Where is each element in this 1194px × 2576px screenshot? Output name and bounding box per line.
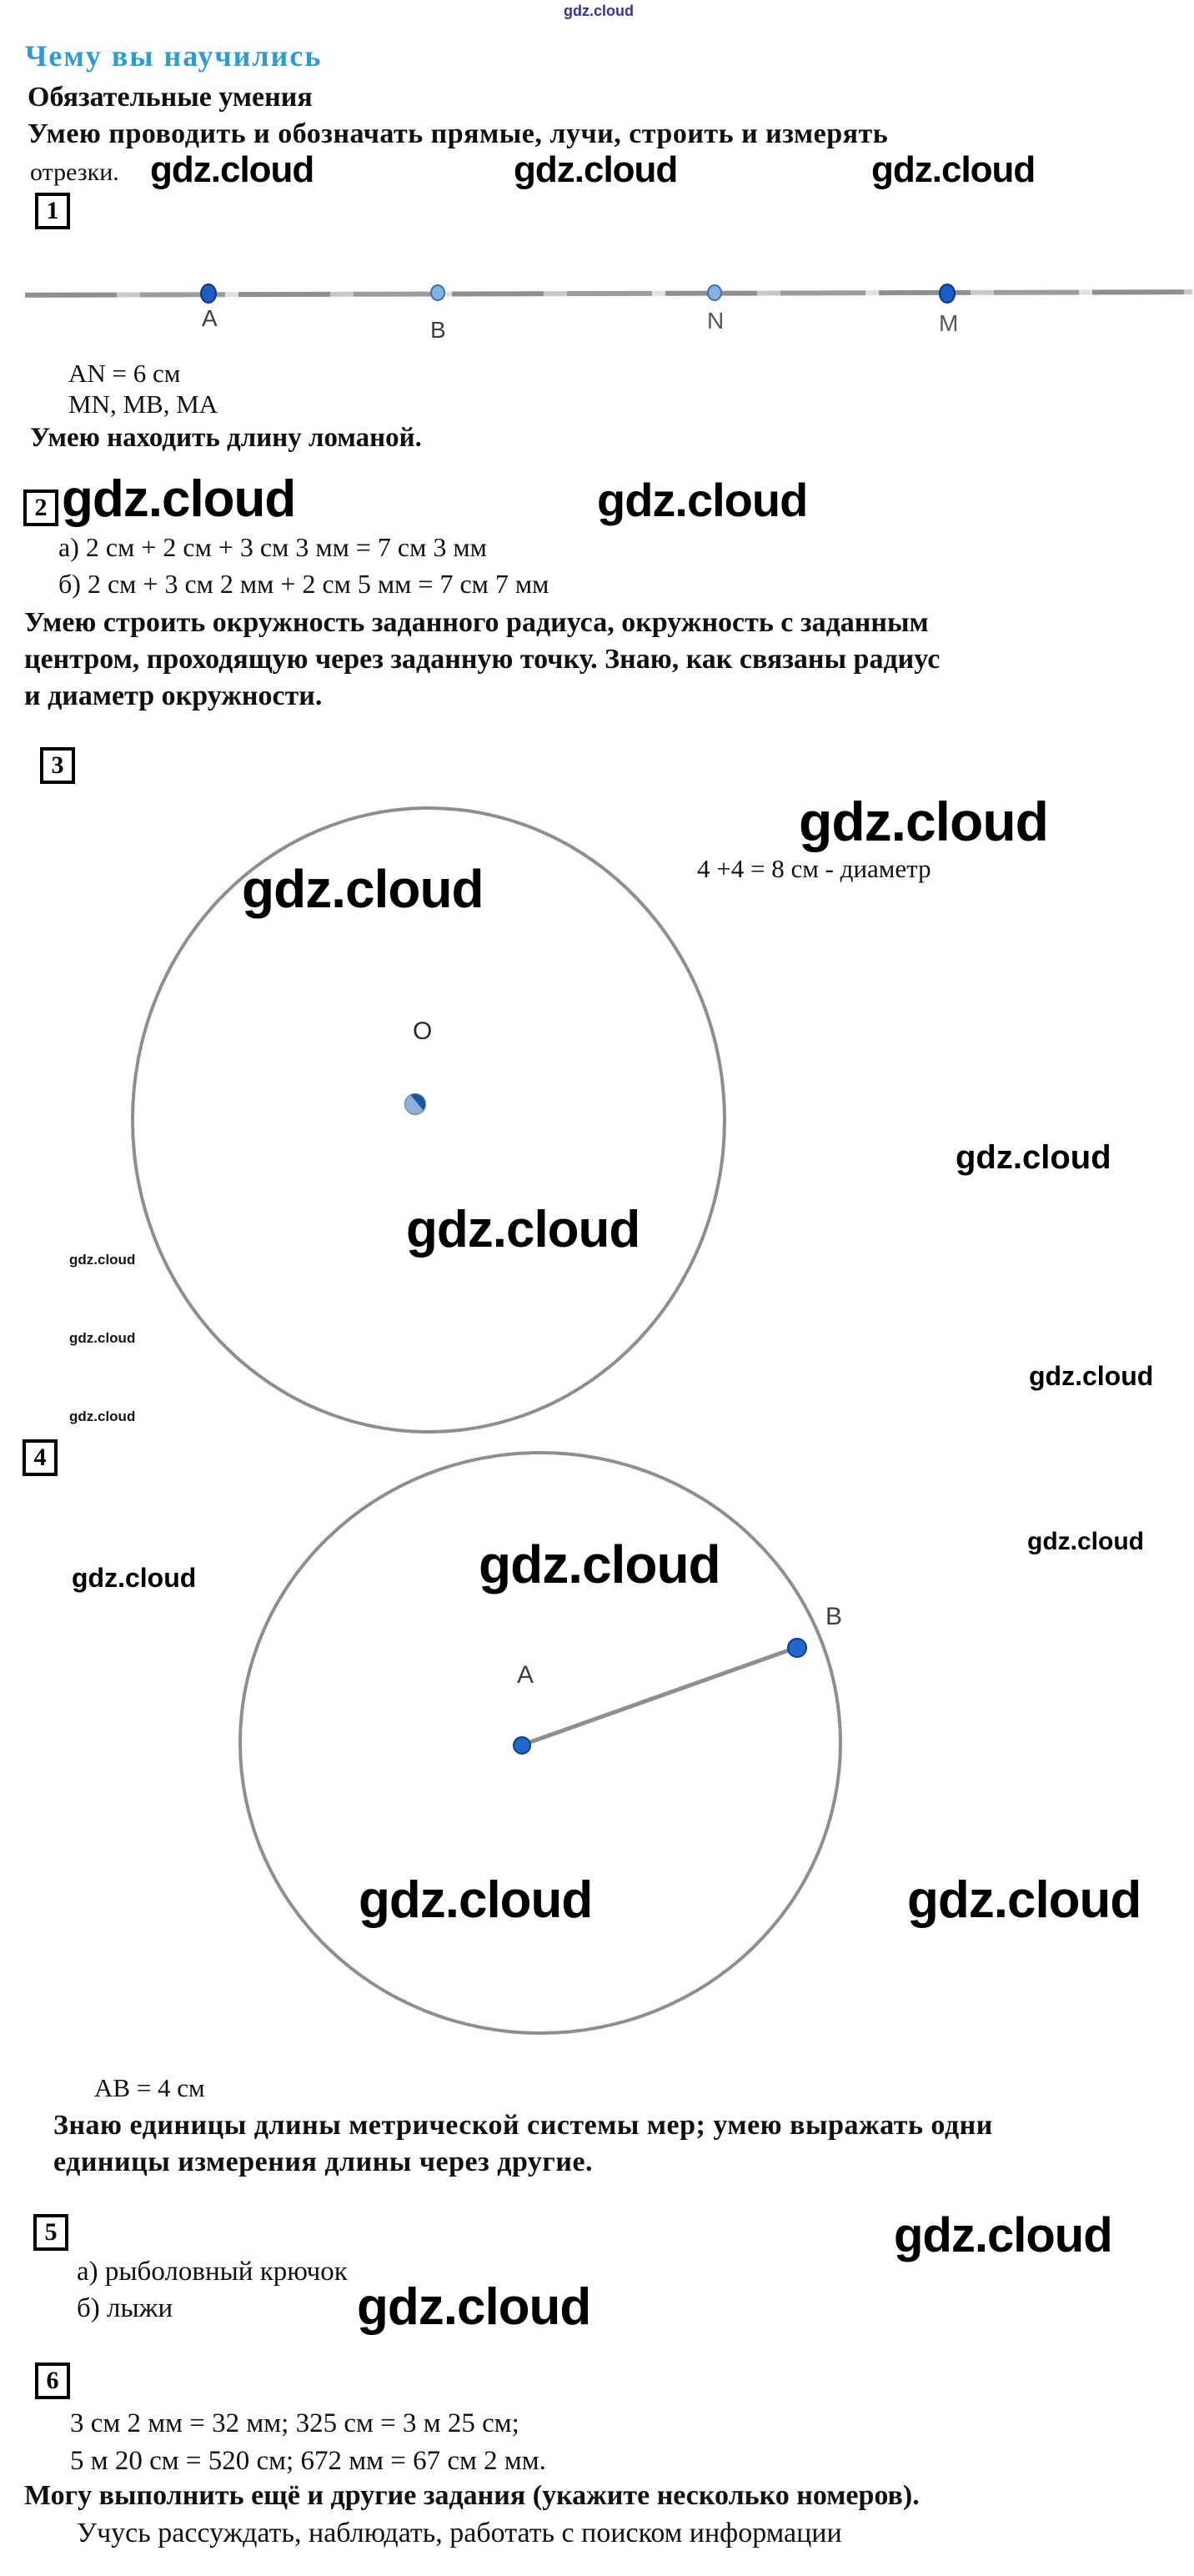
task-3-marker: 3: [40, 747, 75, 784]
skill-polyline: Умею находить длину ломаной.: [30, 423, 422, 453]
gdz-watermark: gdz.cloud: [564, 3, 634, 19]
gdz-watermark: gdz.cloud: [799, 791, 1049, 852]
point-a: [200, 284, 217, 304]
skill-units-line2: единицы измерения длины через другие.: [53, 2147, 594, 2177]
footer-more-tasks: Могу выполнить ещё и другие задания (ука…: [24, 2480, 920, 2511]
task-5-item-b: б) лыжи: [77, 2293, 173, 2323]
gdz-watermark: gdz.cloud: [871, 149, 1036, 190]
task-1-answer-line2: MN, MB, MA: [68, 389, 218, 419]
task-5-marker: 5: [33, 2214, 68, 2251]
task-2-item-a: а) 2 см + 2 см + 3 см 3 мм = 7 см 3 мм: [58, 532, 487, 562]
page-title: Чему вы научились: [25, 39, 323, 73]
circle-4-center-point: [513, 1736, 531, 1755]
gdz-watermark: gdz.cloud: [242, 859, 484, 919]
skill-measure-line1: Умею проводить и обозначать прямые, лучи…: [28, 118, 889, 149]
circle-4-center-label: A: [517, 1661, 534, 1689]
gdz-watermark: gdz.cloud: [69, 1409, 136, 1424]
gdz-watermark: gdz.cloud: [907, 1871, 1141, 1929]
gdz-watermark: gdz.cloud: [72, 1563, 197, 1593]
gdz-watermark: gdz.cloud: [1029, 1361, 1154, 1391]
point-m: [939, 284, 956, 304]
skill-circle-line3: и диаметр окружности.: [24, 680, 323, 711]
skill-circle-line2: центром, проходящую через заданную точку…: [24, 644, 941, 675]
circle-3-center-label: O: [413, 1017, 433, 1045]
task-4-marker: 4: [23, 1439, 58, 1476]
task-4-answer: AB = 4 см: [94, 2073, 205, 2102]
gdz-watermark: gdz.cloud: [514, 149, 678, 190]
point-a-label: A: [202, 305, 218, 331]
point-n-label: N: [707, 308, 725, 334]
task-3-answer: 4 +4 = 8 см - диаметр: [697, 854, 931, 883]
skill-units-line1: Знаю единицы длины метрической системы м…: [53, 2110, 993, 2141]
skill-circle-line1: Умею строить окружность заданного радиус…: [24, 607, 929, 638]
footer-learning: Учусь рассуждать, наблюдать, работать с …: [77, 2518, 842, 2548]
task-6-marker: 6: [35, 2363, 70, 2399]
task-2-item-b: б) 2 см + 3 см 2 мм + 2 см 5 мм = 7 см 7…: [58, 569, 549, 599]
point-b-label: B: [430, 317, 446, 343]
gdz-watermark: gdz.cloud: [406, 1201, 640, 1258]
skill-measure-line2: отрезки.: [30, 158, 119, 186]
task-6-line1: 3 см 2 мм = 32 мм; 325 см = 3 м 25 см;: [70, 2408, 519, 2438]
gdz-watermark: gdz.cloud: [357, 2278, 591, 2336]
point-b: [430, 284, 445, 301]
gdz-watermark: gdz.cloud: [479, 1534, 721, 1594]
task-1-marker: 1: [35, 193, 70, 229]
gdz-watermark: gdz.cloud: [69, 1330, 136, 1346]
circle-3-center-point: [404, 1093, 426, 1115]
task-1-answer-line1: AN = 6 см: [68, 359, 181, 388]
gdz-watermark: gdz.cloud: [894, 2208, 1113, 2262]
task-5-item-a: а) рыболовный крючок: [77, 2257, 348, 2287]
circle-4-point-b-label: B: [825, 1603, 843, 1630]
gdz-watermark: gdz.cloud: [359, 1871, 593, 1929]
section-subtitle: Обязательные умения: [28, 82, 313, 113]
task-2-marker: 2: [23, 490, 58, 526]
point-n: [707, 284, 722, 301]
gdz-watermark: gdz.cloud: [150, 149, 314, 190]
gdz-watermark: gdz.cloud: [69, 1252, 136, 1268]
circle-4-point-b: [787, 1638, 807, 1658]
gdz-watermark: gdz.cloud: [597, 474, 808, 526]
circle-diagram-4: [238, 1451, 842, 2035]
circle-diagram-3: [131, 806, 726, 1434]
gdz-watermark: gdz.cloud: [956, 1139, 1111, 1176]
gdz-watermark: gdz.cloud: [1027, 1528, 1144, 1555]
task-6-line2: 5 м 20 см = 520 см; 672 мм = 67 см 2 мм.: [70, 2446, 546, 2476]
gdz-watermark: gdz.cloud: [62, 470, 296, 528]
point-m-label: M: [939, 310, 959, 336]
